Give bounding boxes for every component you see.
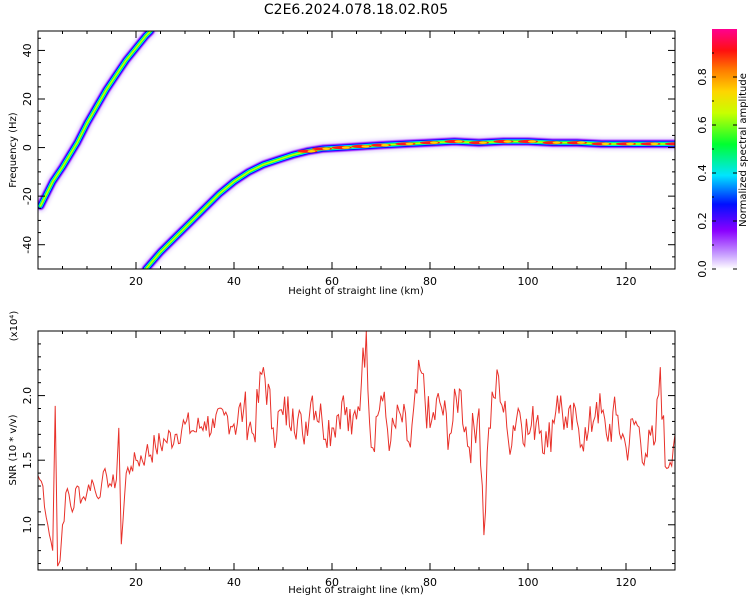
y-tick-label: -20 [21, 187, 34, 205]
spectrogram-peak-core [405, 142, 414, 146]
x-tick-label: 80 [423, 576, 437, 589]
x-tick-label: 100 [518, 275, 539, 288]
x-tick-label: 60 [325, 275, 339, 288]
snr-y-label: SNR (10 * v/v) [8, 414, 19, 485]
spectrogram-peak-core [577, 141, 585, 144]
spectrogram-peak-core [650, 142, 659, 146]
spectrogram-peak-core [626, 142, 634, 146]
spectrogram-x-label: Height of straight line (km) [288, 286, 424, 297]
y-tick-label: 0 [21, 144, 34, 151]
colorbar-tick-label: 0.4 [696, 164, 709, 182]
spectrogram-peak-core [341, 146, 350, 149]
colorbar-tick-label: 0.2 [696, 212, 709, 230]
snr-x-ticks: 20 40 60 80 100 120 [62, 331, 651, 589]
x-tick-label: 60 [325, 576, 339, 589]
y-tick-label: 1.5 [21, 451, 34, 469]
spectrogram-peak-core [430, 141, 438, 144]
x-tick-label: 20 [129, 576, 143, 589]
spectrogram-peak-core [322, 147, 331, 150]
spectrogram-peak-core [503, 140, 512, 143]
spectrogram-peak-core [454, 140, 463, 143]
x-tick-label: 40 [227, 275, 241, 288]
spectrogram-peak-core [552, 141, 561, 144]
spectrogram-peak-core [307, 150, 316, 153]
spectrogram-trace-0-layer-5 [39, 31, 152, 207]
snr-y-multiplier: (x10⁴) [9, 311, 20, 342]
y-tick-label: 1.0 [21, 516, 34, 534]
spectrogram-panel: 20 40 60 80 100 120 -40 -20 0 20 40 Height of str… [8, 30, 683, 297]
colorbar-tick-label: 0.8 [696, 68, 709, 86]
colorbar-tick-label: 0.0 [696, 260, 709, 278]
spectrogram-peak-core [381, 143, 389, 147]
x-tick-label: 120 [616, 275, 637, 288]
spectrogram-y-label: Frequency (Hz) [8, 112, 19, 188]
y-tick-label: 40 [21, 43, 34, 57]
spectrogram-peak-core [675, 143, 683, 145]
spectrogram-trace-1-layer-4 [144, 140, 675, 269]
snr-panel: 20 40 60 80 100 120 1.0 1.5 2.0 Height of strai… [8, 311, 676, 596]
spectrogram-trace-1-layer-0 [139, 135, 675, 269]
spectrogram-trace-1-layer-2 [142, 138, 675, 269]
x-tick-label: 80 [423, 275, 437, 288]
x-tick-label: 100 [518, 576, 539, 589]
x-tick-label: 20 [129, 275, 143, 288]
y-tick-label: 2.0 [21, 387, 34, 405]
spectrogram-peak-core [479, 141, 487, 144]
x-tick-label: 120 [616, 576, 637, 589]
y-tick-label: -40 [21, 236, 34, 254]
x-tick-label: 40 [227, 576, 241, 589]
colorbar-label: Normalized spectral amplitude [738, 73, 749, 227]
spectrogram-x-ticks: 20 40 60 80 100 120 [62, 31, 651, 288]
spectrogram-y-ticks: -40 -20 0 20 40 [21, 37, 675, 258]
snr-x-label: Height of straight line (km) [288, 585, 424, 596]
spectrogram-trace-1-layer-3 [143, 139, 675, 269]
spectrogram-trace-1-layer-5 [145, 140, 675, 269]
y-tick-label: 20 [21, 92, 34, 106]
spectrogram-peak [665, 142, 675, 146]
spectrogram-traces [38, 31, 683, 269]
spectrogram-peak-core [601, 142, 610, 146]
colorbar-ticks: 0.0 0.2 0.4 0.6 0.8 [696, 52, 737, 278]
spectrogram-peak-core [361, 145, 370, 148]
colorbar-tick-label: 0.6 [696, 116, 709, 134]
colorbar: 0.0 0.2 0.4 0.6 0.8 Normalized spectral ampl… [696, 29, 749, 278]
snr-frame [37, 330, 676, 571]
spectrogram-trace-1-layer-1 [141, 137, 675, 269]
snr-y-ticks: 1.0 1.5 2.0 [21, 343, 675, 565]
spectrogram-peak-core [528, 140, 536, 143]
chart-title: C2E6.2024.078.18.02.R05 [264, 2, 448, 18]
snr-series-line [38, 331, 675, 567]
colorbar-gradient [712, 29, 737, 269]
